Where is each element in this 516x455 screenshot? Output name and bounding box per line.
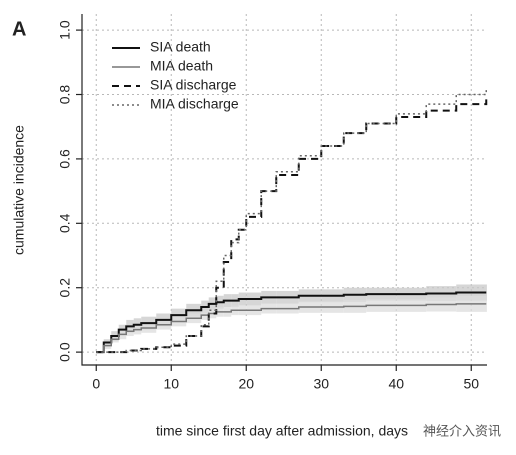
- x-tick-label: 30: [313, 376, 329, 392]
- y-tick-label: 0.8: [57, 85, 73, 105]
- x-tick-label: 50: [463, 376, 479, 392]
- y-tick-label: 0.0: [57, 342, 73, 362]
- step-line: [96, 99, 488, 354]
- x-tick-label: 10: [163, 376, 179, 392]
- x-axis-label: time since first day after admission, da…: [156, 423, 408, 439]
- confidence-band: [486, 295, 487, 312]
- legend-label: MIA discharge: [150, 96, 239, 112]
- y-tick-label: 1.0: [57, 20, 73, 40]
- y-tick-label: 0.4: [57, 213, 73, 233]
- step-line: [96, 303, 487, 353]
- x-tick-label: 20: [238, 376, 254, 392]
- watermark: 神经介入资讯: [423, 423, 501, 438]
- confidence-band: [486, 284, 487, 301]
- y-axis-label: cumulative incidence: [11, 125, 27, 255]
- panel-label: A: [12, 18, 26, 40]
- x-tick-label: 0: [92, 376, 100, 392]
- y-tick-label: 0.6: [57, 149, 73, 169]
- axis-line: [81, 14, 487, 366]
- legend-label: MIA death: [150, 58, 213, 74]
- y-tick-label: 0.2: [57, 278, 73, 298]
- legend-label: SIA death: [150, 39, 211, 55]
- x-tick-label: 40: [388, 376, 404, 392]
- legend-label: SIA discharge: [150, 77, 237, 93]
